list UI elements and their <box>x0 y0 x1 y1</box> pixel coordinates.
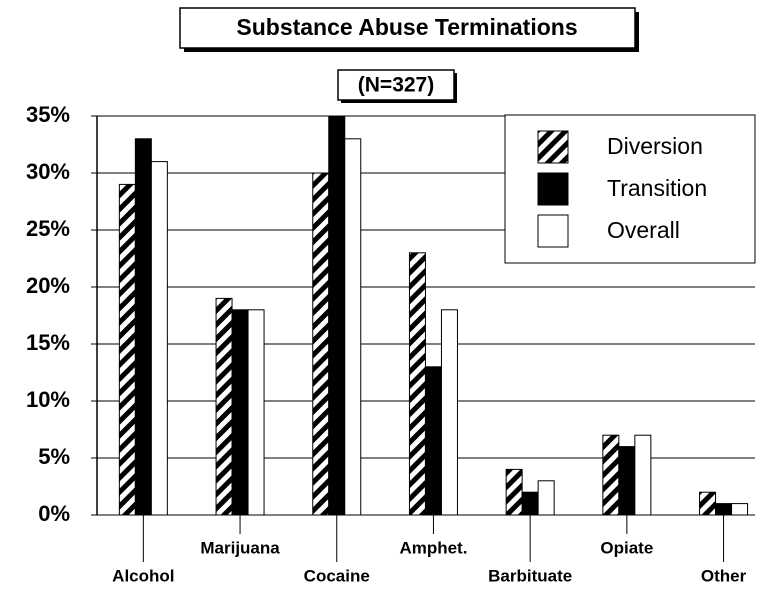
plot-area: 0% 5% 10% 15% 20% 25% 30% 35% Alcohol Marijuana Co… <box>26 102 756 585</box>
bar <box>118 183 136 516</box>
bar <box>424 366 442 516</box>
y-tick-label: 5% <box>38 444 70 469</box>
bar <box>328 115 346 516</box>
bar <box>408 252 426 516</box>
x-tick-label: Cocaine <box>304 566 370 585</box>
y-tick-label: 15% <box>26 330 70 355</box>
bar <box>344 138 362 516</box>
legend-label: Overall <box>607 217 680 243</box>
y-tick-label: 20% <box>26 273 70 298</box>
bar <box>715 503 733 516</box>
bar <box>618 446 636 516</box>
bar <box>247 309 265 516</box>
y-tick-label: 35% <box>26 102 70 127</box>
x-tick-label: Marijuana <box>200 538 280 557</box>
bar <box>231 309 249 516</box>
y-tick-label: 10% <box>26 387 70 412</box>
bar <box>134 138 152 516</box>
legend: Diversion Transition Overall <box>504 114 756 264</box>
bar <box>150 161 168 516</box>
bar <box>699 491 717 516</box>
x-tick-label: Opiate <box>600 538 653 557</box>
x-tick-label: Amphet. <box>399 538 467 557</box>
bar <box>312 172 330 516</box>
legend-swatch <box>537 172 569 206</box>
bar <box>215 297 233 516</box>
subtitle-box <box>337 69 455 101</box>
chart-subtitle: (N=327) <box>358 74 434 97</box>
legend-swatch <box>537 214 569 248</box>
bar <box>505 468 523 516</box>
legend-swatch <box>537 130 569 164</box>
bar <box>521 491 539 516</box>
chart-title: Substance Abuse Terminations <box>236 14 577 40</box>
x-tick-label: Barbituate <box>488 566 572 585</box>
y-tick-label: 25% <box>26 216 70 241</box>
bar <box>731 503 749 516</box>
y-tick-label: 30% <box>26 159 70 184</box>
title-box <box>179 7 636 49</box>
bar <box>537 480 555 516</box>
bar <box>634 434 652 516</box>
bar <box>602 434 620 516</box>
y-tick-label: 0% <box>38 501 70 526</box>
legend-label: Diversion <box>607 133 703 159</box>
bar <box>440 309 458 516</box>
x-tick-label: Alcohol <box>112 566 174 585</box>
legend-label: Transition <box>607 175 707 201</box>
x-tick-label: Other <box>701 566 747 585</box>
